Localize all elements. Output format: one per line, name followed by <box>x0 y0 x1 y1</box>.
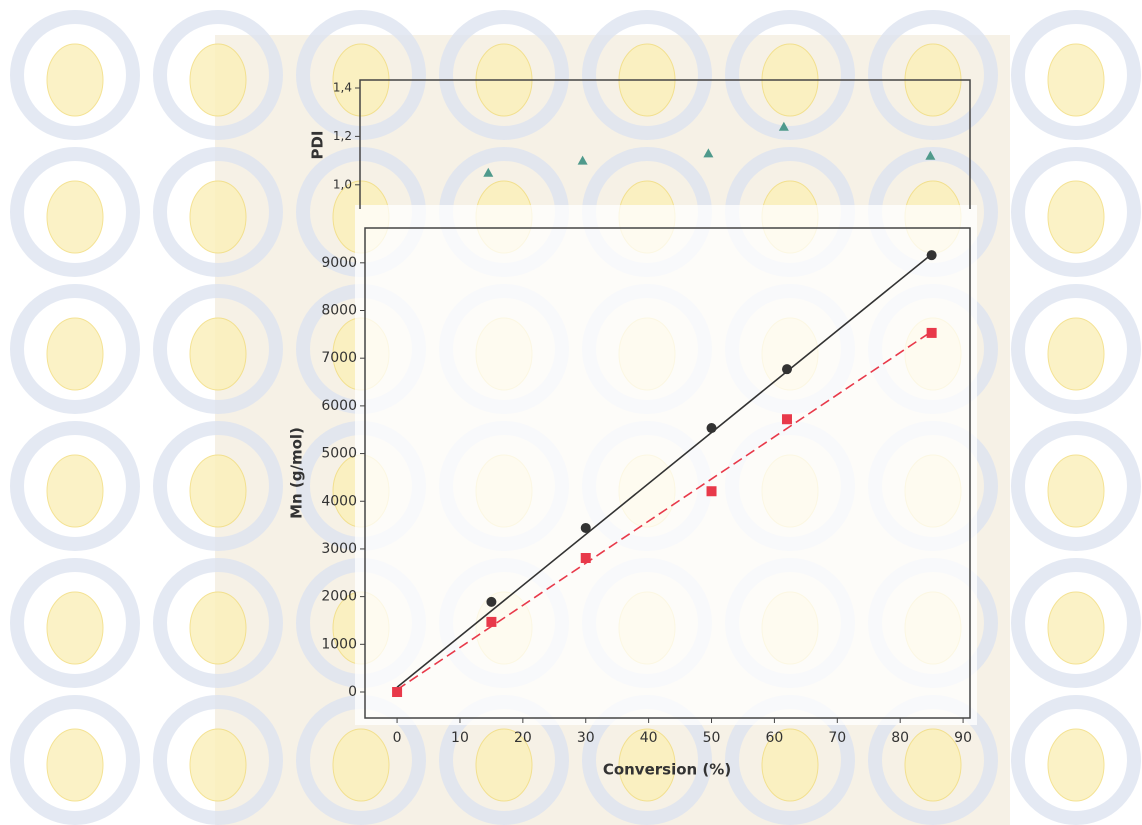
data-point <box>486 596 497 607</box>
data-point <box>577 155 588 165</box>
watermark-ring <box>10 10 140 140</box>
watermark-ring <box>1011 284 1141 414</box>
y-tick-label: 7000 <box>321 350 357 366</box>
y-axis-label: PDI <box>309 130 327 159</box>
plot-frame <box>359 79 971 209</box>
data-point <box>580 553 591 564</box>
panel-background <box>355 205 977 725</box>
x-tick-label: 80 <box>891 730 909 746</box>
y-tick-label: 6000 <box>321 398 357 414</box>
watermark-ring <box>1011 695 1141 825</box>
watermark-ring <box>153 421 283 551</box>
watermark-ring <box>868 10 998 140</box>
watermark-lotus <box>1047 317 1105 391</box>
y-tick-label: 9000 <box>321 255 357 271</box>
y-tick-label: 2000 <box>321 589 357 605</box>
data-point <box>706 486 717 497</box>
watermark-lotus <box>189 180 247 254</box>
y-tick-label: 1,4 <box>333 80 352 94</box>
watermark-lotus <box>189 591 247 665</box>
watermark-lotus <box>904 728 962 802</box>
watermark-ring <box>1011 147 1141 277</box>
watermark <box>10 10 1141 825</box>
data-point <box>392 687 403 698</box>
watermark-lotus <box>761 728 819 802</box>
y-tick-label: 5000 <box>321 446 357 462</box>
data-point <box>486 616 497 627</box>
x-tick-label: 30 <box>577 730 595 746</box>
watermark-lotus <box>332 728 390 802</box>
y-tick-label: 4000 <box>321 493 357 509</box>
watermark-ring <box>153 147 283 277</box>
plot-frame <box>364 227 971 719</box>
watermark-ring <box>439 10 569 140</box>
watermark-lotus <box>475 728 533 802</box>
watermark-lotus <box>618 728 676 802</box>
watermark-lotus <box>189 454 247 528</box>
watermark-lotus <box>46 317 104 391</box>
watermark-ring <box>1011 421 1141 551</box>
watermark-ring <box>153 558 283 688</box>
data-point <box>781 364 792 375</box>
watermark-lotus <box>1047 591 1105 665</box>
watermark-ring <box>725 10 855 140</box>
watermark-ring <box>10 284 140 414</box>
watermark-ring <box>1011 558 1141 688</box>
watermark-ring <box>296 10 426 140</box>
x-tick-label: 70 <box>828 730 846 746</box>
watermark-lotus <box>46 180 104 254</box>
x-tick-label: 50 <box>703 730 721 746</box>
watermark-lotus <box>189 43 247 117</box>
watermark-ring <box>153 10 283 140</box>
y-tick-label: 1000 <box>321 636 357 652</box>
data-point <box>926 250 937 261</box>
y-axis-label: Mn (g/mol) <box>288 427 306 519</box>
watermark-lotus <box>46 43 104 117</box>
data-point <box>781 414 792 425</box>
watermark-ring <box>153 695 283 825</box>
watermark-lotus <box>46 454 104 528</box>
y-tick-label: 3000 <box>321 541 357 557</box>
data-point <box>778 121 789 131</box>
x-tick-label: 40 <box>640 730 658 746</box>
data-point <box>483 167 494 177</box>
watermark-lotus <box>189 728 247 802</box>
watermark-ring <box>1011 10 1141 140</box>
y-tick-label: 1,2 <box>333 129 352 143</box>
watermark-lotus <box>189 317 247 391</box>
data-point <box>926 327 937 338</box>
data-point <box>703 148 714 158</box>
x-tick-label: 20 <box>514 730 532 746</box>
watermark-lotus <box>1047 728 1105 802</box>
x-tick-label: 90 <box>954 730 972 746</box>
watermark-lotus <box>46 728 104 802</box>
watermark-lotus <box>46 591 104 665</box>
y-tick-label: 8000 <box>321 303 357 319</box>
y-tick-label: 0 <box>348 684 357 700</box>
y-tick-label: 1,0 <box>333 177 352 191</box>
x-tick-label: 60 <box>765 730 783 746</box>
data-point <box>706 423 717 434</box>
x-axis-label: Conversion (%) <box>603 761 731 779</box>
trend-line <box>396 330 933 691</box>
watermark-lotus <box>1047 454 1105 528</box>
watermark-ring <box>10 147 140 277</box>
x-tick-label: 10 <box>451 730 469 746</box>
watermark-lotus <box>1047 43 1105 117</box>
watermark-ring <box>10 558 140 688</box>
watermark-ring <box>153 284 283 414</box>
watermark-ring <box>10 421 140 551</box>
watermark-ring <box>582 10 712 140</box>
data-point <box>925 150 936 160</box>
watermark-lotus <box>1047 180 1105 254</box>
data-point <box>580 522 591 533</box>
trend-line <box>396 253 933 688</box>
watermark-ring <box>10 695 140 825</box>
x-tick-label: 0 <box>393 730 402 746</box>
